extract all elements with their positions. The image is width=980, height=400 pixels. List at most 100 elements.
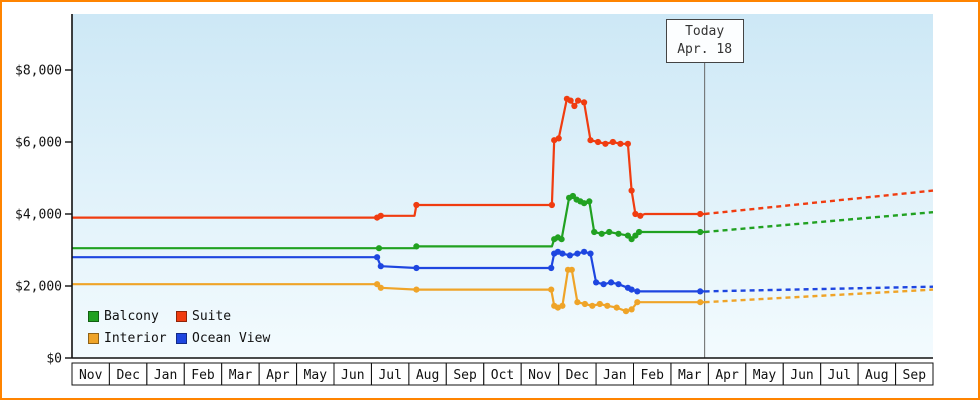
x-axis-label: Aug [416, 368, 439, 383]
plot-area [72, 14, 933, 358]
series-oceanview-point [548, 264, 555, 272]
x-axis-label: Jan [603, 368, 626, 383]
y-axis-label: $6,000 [15, 136, 62, 151]
series-interior-point [628, 306, 635, 313]
series-interior-point [604, 302, 611, 309]
series-oceanview-point [634, 288, 641, 295]
series-interior-point [559, 302, 566, 309]
series-suite-point [632, 210, 639, 218]
x-axis-label: Feb [640, 368, 664, 383]
today-date: Apr. 18 [677, 42, 733, 57]
y-axis-label: $4,000 [15, 208, 62, 223]
series-balcony-point [606, 228, 613, 236]
series-balcony-point [591, 228, 598, 236]
legend-item-suite: Suite [176, 310, 231, 323]
x-axis-label: Jul [378, 368, 401, 383]
series-oceanview-point [593, 279, 600, 286]
series-interior-point [622, 308, 630, 315]
series-balcony-forecast-line [704, 211, 934, 234]
series-balcony-point [558, 236, 565, 243]
x-axis-label: Sep [903, 368, 927, 383]
legend-label-interior: Interior [104, 331, 167, 346]
series-balcony [72, 192, 934, 252]
series-interior-point [568, 266, 575, 273]
series-balcony-point [375, 245, 383, 252]
legend-swatch-oceanview [176, 333, 187, 344]
legend-row-2: Interior Ocean View [88, 332, 270, 345]
series-suite-point [571, 102, 578, 110]
x-axis-label: Nov [528, 368, 552, 383]
month-cell [895, 362, 934, 386]
series-interior-point [548, 286, 555, 293]
x-axis-label: Mar [229, 368, 253, 383]
series-suite [72, 95, 934, 221]
series-suite-point [581, 99, 588, 106]
series-oceanview-point [608, 279, 615, 286]
series-balcony-point [636, 228, 643, 236]
series-interior [72, 266, 934, 315]
legend-label-oceanview: Ocean View [192, 331, 271, 346]
x-axis-label: Apr [266, 368, 290, 383]
series-suite-point [567, 97, 574, 104]
chart-legend: Balcony Suite Interior Ocean View [88, 310, 270, 345]
series-suite-point [602, 140, 609, 147]
series-oceanview-point [377, 263, 384, 270]
x-axis-label: Aug [865, 368, 888, 383]
series-suite-point [587, 137, 594, 144]
series-oceanview-point [559, 250, 566, 257]
x-axis-label: Jun [790, 368, 813, 383]
series-balcony-point [413, 243, 420, 250]
y-axis-label: $0 [46, 352, 62, 367]
series-interior-point [589, 302, 596, 309]
series-oceanview [72, 248, 934, 295]
x-axis-label: Dec [566, 368, 589, 383]
x-axis-label: Jul [828, 368, 851, 383]
today-label: Today [685, 24, 725, 39]
legend-item-interior: Interior [88, 332, 176, 345]
legend-swatch-interior [88, 333, 99, 344]
legend-label-balcony: Balcony [104, 309, 159, 324]
legend-swatch-suite [176, 311, 187, 322]
series-interior-point [581, 300, 589, 308]
series-interior-point [377, 284, 384, 291]
series-interior-point [613, 304, 620, 311]
y-axis-label: $2,000 [15, 280, 62, 295]
x-axis-label: Mar [678, 368, 702, 383]
x-axis-label: Sep [453, 368, 477, 383]
series-interior-point [413, 286, 420, 293]
series-suite-forecast-line [704, 189, 934, 216]
series-oceanview-point [574, 250, 581, 257]
series-oceanview-forecast-line [704, 285, 934, 293]
series-suite-point [697, 210, 704, 218]
series-interior-point [596, 300, 603, 308]
x-axis-label: Apr [715, 368, 739, 383]
x-axis-label: Dec [116, 368, 139, 383]
x-axis-label: Nov [79, 368, 103, 383]
series-oceanview-point [374, 254, 381, 261]
series-balcony-point [598, 230, 605, 237]
series-oceanview-point [581, 248, 588, 255]
series-interior-point [697, 299, 704, 306]
series-balcony-point [586, 198, 593, 205]
series-interior-point [574, 299, 581, 306]
series-suite-point [377, 212, 384, 219]
series-suite-point [617, 140, 624, 147]
series-suite-point [594, 138, 602, 146]
series-suite-point [624, 140, 632, 147]
series-balcony-point [697, 228, 704, 236]
x-axis-label: Oct [491, 368, 514, 383]
series-oceanview-point [413, 264, 420, 272]
series-suite-point [575, 97, 582, 104]
legend-item-balcony: Balcony [88, 310, 176, 323]
series-suite-point [609, 138, 617, 146]
x-axis-label: Jun [341, 368, 364, 383]
series-oceanview-point [566, 252, 574, 259]
series-interior-forecast-line [704, 288, 934, 304]
legend-row-1: Balcony Suite [88, 310, 270, 323]
x-axis-label: Jan [154, 368, 177, 383]
series-suite-point [628, 187, 635, 194]
x-axis-label: Feb [191, 368, 215, 383]
series-oceanview-point [587, 250, 594, 257]
x-axis-label: May [753, 368, 777, 383]
